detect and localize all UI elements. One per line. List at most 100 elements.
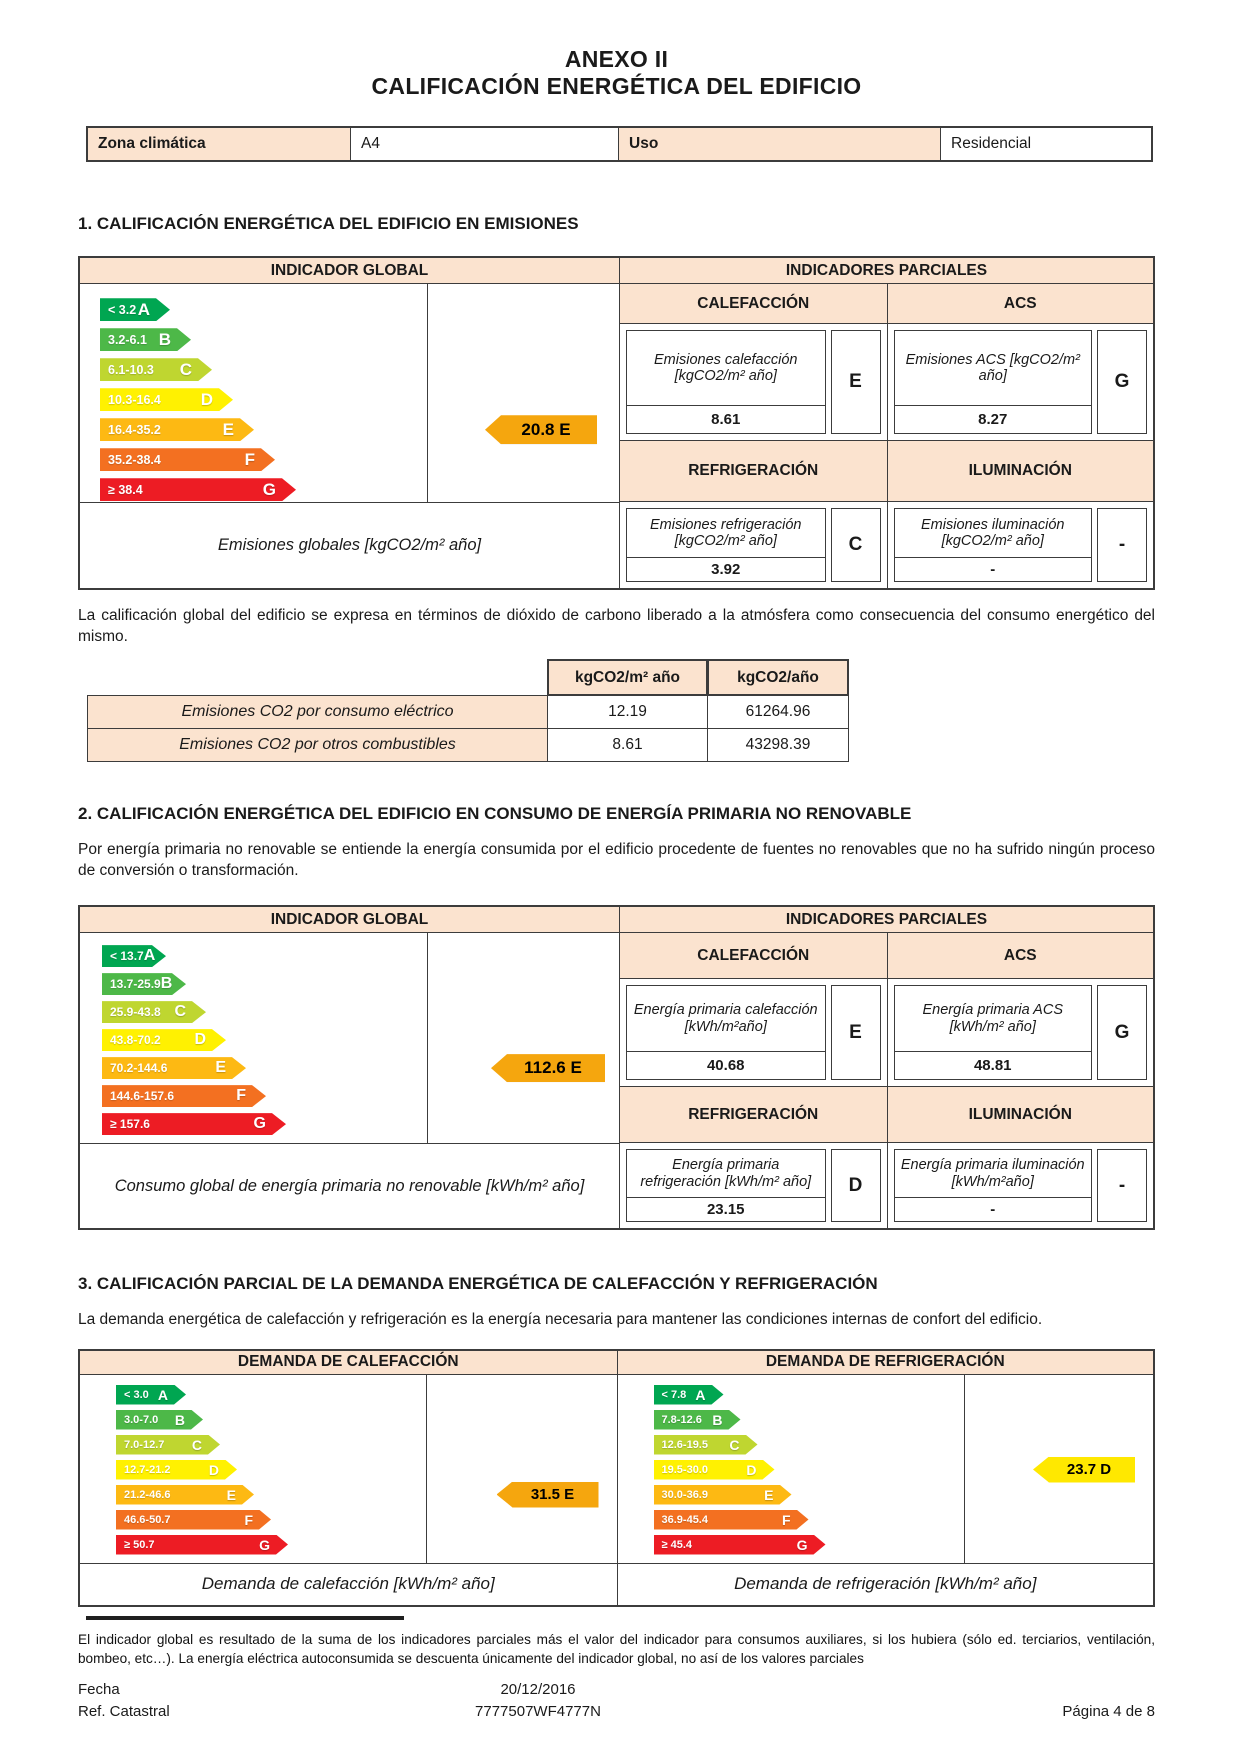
scale-band-letter: F: [236, 1087, 246, 1105]
scale-band-range: < 13.7: [110, 949, 144, 964]
primary-energy-rating-table: INDICADOR GLOBAL < 13.7 A 13.7-25.9 B 25.9-4…: [78, 905, 1155, 1231]
scale-band-range: 46.6-50.7: [124, 1513, 171, 1526]
section2-intro: Por energía primaria no renovable se ent…: [78, 841, 1155, 879]
acs-emissions-letter: G: [1097, 330, 1147, 435]
page-number: Página 4 de 8: [1062, 1703, 1155, 1721]
scale-band-e: 21.2-46.6 E: [116, 1485, 254, 1505]
scale-band-range: 144.6-157.6: [110, 1089, 175, 1104]
cooling-primary-energy-value: 23.15: [706, 1201, 745, 1219]
section1-heading: 1. CALIFICACIÓN ENERGÉTICA DEL EDIFICIO …: [78, 214, 579, 234]
scale-band-range: 43.8-70.2: [110, 1033, 161, 1048]
global-indicator-header: INDICADOR GLOBAL: [80, 907, 619, 934]
cooling-demand-scale: < 7.8 A 7.8-12.6 B 12.6-19.5 C 19.5-30.0 D 30.0-…: [618, 1374, 965, 1563]
acs-partial-header: ACS: [887, 933, 1153, 980]
scale-band-letter: C: [179, 359, 192, 379]
scale-band-letter: G: [259, 1536, 270, 1553]
scale-band-range: 30.0-36.9: [661, 1488, 708, 1501]
scale-band-letter: B: [712, 1411, 723, 1428]
footnote-divider: [86, 1615, 404, 1620]
scale-band-range: 7.0-12.7: [124, 1438, 165, 1451]
acs-primary-energy-value: 48.81: [973, 1057, 1012, 1075]
heating-demand-caption: Demanda de calefacción [kWh/m² año]: [80, 1562, 617, 1605]
scale-band-letter: E: [222, 419, 234, 439]
heating-demand-scale: < 3.0 A 3.0-7.0 B 7.0-12.7 C 12.7-21.2 D 21.2-46…: [80, 1374, 427, 1563]
scale-band-range: 19.5-30.0: [661, 1463, 708, 1476]
partial-indicators-header: INDICADORES PARCIALES: [620, 907, 1153, 934]
lighting-emissions-value: -: [990, 561, 996, 579]
scale-band-letter: A: [137, 299, 150, 319]
lighting-partial-header: ILUMINACIÓN: [887, 1086, 1153, 1144]
date-value: 20/12/2016: [500, 1680, 576, 1698]
heating-partial-header: CALEFACCIÓN: [620, 933, 887, 980]
scale-band-range: ≥ 38.4: [108, 482, 143, 497]
scale-band-c: 6.1-10.3 C: [100, 358, 212, 381]
scale-band-range: ≥ 50.7: [124, 1538, 155, 1551]
scale-band-range: 35.2-38.4: [108, 452, 161, 467]
cooling-primary-energy-label: Energía primaria refrigeración [kWh/m² a…: [627, 1150, 825, 1199]
scale-band-b: 3.0-7.0 B: [116, 1410, 203, 1430]
cadastral-ref-label: Ref. Catastral: [78, 1703, 170, 1721]
scale-band-c: 12.6-19.5 C: [654, 1435, 758, 1455]
cooling-demand-panel: DEMANDA DE REFRIGERACIÓN < 7.8 A 7.8-12.6 B…: [616, 1350, 1153, 1605]
table-row: Emisiones CO2 por otros combustibles 8.6…: [87, 728, 1155, 763]
scale-band-letter: F: [781, 1511, 791, 1528]
rating-arrow: 20.8 E: [485, 415, 597, 445]
co2-header-total: kgCO2/año: [707, 659, 849, 697]
scale-band-e: 70.2-144.6 E: [102, 1057, 246, 1079]
primary-energy-partial-indicators: INDICADORES PARCIALES CALEFACCIÓN Energí…: [620, 907, 1153, 1229]
rating-arrow: 112.6 E: [491, 1054, 605, 1083]
climate-use-table: Zona climática A4 Uso Residencial: [86, 126, 1153, 163]
section3-intro: La demanda energética de calefacción y r…: [78, 1311, 1043, 1329]
page-title-line2: CALIFICACIÓN ENERGÉTICA DEL EDIFICIO: [371, 73, 862, 100]
demand-rating-table: DEMANDA DE CALEFACCIÓN < 3.0 A 3.0-7.0 B 7.0…: [78, 1348, 1155, 1607]
use-value: Residencial: [940, 128, 1151, 161]
cooling-demand-caption: Demanda de refrigeración [kWh/m² año]: [617, 1562, 1153, 1605]
scale-band-b: 13.7-25.9 B: [102, 973, 186, 995]
use-label: Uso: [618, 128, 940, 161]
scale-band-f: 144.6-157.6 F: [102, 1085, 266, 1107]
scale-band-d: 12.7-21.2 D: [116, 1460, 237, 1480]
heating-demand-header: DEMANDA DE CALEFACCIÓN: [80, 1350, 617, 1375]
scale-band-range: ≥ 157.6: [110, 1117, 150, 1132]
cooling-partial-header: REFRIGERACIÓN: [620, 440, 887, 503]
scale-band-g: ≥ 50.7 G: [116, 1535, 288, 1555]
cooling-primary-energy-letter: D: [830, 1149, 881, 1223]
co2-electric-label: Emisiones CO2 por consumo eléctrico: [87, 695, 548, 730]
co2-fuels-per-m2: 8.61: [547, 728, 708, 763]
acs-emissions-value: 8.27: [978, 411, 1008, 429]
scale-band-range: 3.0-7.0: [124, 1413, 159, 1426]
scale-band-letter: B: [158, 329, 171, 349]
scale-band-range: < 3.2: [108, 302, 137, 317]
acs-partial-header: ACS: [887, 284, 1153, 325]
heating-partial-header: CALEFACCIÓN: [620, 284, 887, 325]
scale-band-c: 7.0-12.7 C: [116, 1435, 220, 1455]
scale-band-letter: B: [174, 1411, 185, 1428]
scale-band-letter: F: [244, 1511, 253, 1528]
scale-band-b: 3.2-6.1 B: [100, 328, 191, 351]
page-footer: Fecha 20/12/2016 Ref. Catastral 7777507W…: [78, 1679, 1155, 1724]
scale-band-g: ≥ 157.6 G: [102, 1113, 286, 1135]
scale-band-range: 70.2-144.6: [110, 1061, 168, 1076]
scale-band-letter: E: [764, 1486, 774, 1503]
scale-band-letter: D: [200, 389, 213, 409]
scale-band-range: 10.3-16.4: [108, 392, 161, 407]
heating-primary-energy-label: Energía primaria calefacción [kWh/m²año]: [627, 986, 825, 1053]
heating-primary-energy-value: 40.68: [706, 1057, 745, 1075]
scale-band-range: 7.8-12.6: [661, 1413, 702, 1426]
scale-band-range: < 7.8: [661, 1388, 687, 1401]
scale-band-letter: B: [160, 975, 173, 993]
rating-arrow: 31.5 E: [496, 1481, 599, 1508]
primary-energy-global-indicator: INDICADOR GLOBAL < 13.7 A 13.7-25.9 B 25.9-4…: [80, 907, 620, 1229]
scale-band-a: < 7.8 A: [654, 1385, 724, 1405]
primary-energy-rating-scale: < 13.7 A 13.7-25.9 B 25.9-43.8 C 43.8-70.2 D 70.…: [80, 933, 428, 1144]
heating-demand-arrow-cell: 31.5 E: [427, 1375, 617, 1563]
section3-heading: 3. CALIFICACIÓN PARCIAL DE LA DEMANDA EN…: [78, 1274, 878, 1294]
scale-band-g: ≥ 38.4 G: [100, 478, 296, 501]
acs-primary-energy-letter: G: [1097, 985, 1147, 1081]
scale-band-letter: C: [191, 1436, 202, 1453]
scale-band-a: < 3.0 A: [116, 1385, 186, 1405]
scale-band-letter: C: [174, 1003, 186, 1021]
scale-band-letter: D: [746, 1461, 757, 1478]
heating-emissions-label: Emisiones calefacción [kgCO2/m² año]: [627, 331, 825, 407]
emissions-rating-scale: < 3.2 A 3.2-6.1 B 6.1-10.3 C 10.3-16.4 D 16.4-35…: [80, 284, 428, 503]
